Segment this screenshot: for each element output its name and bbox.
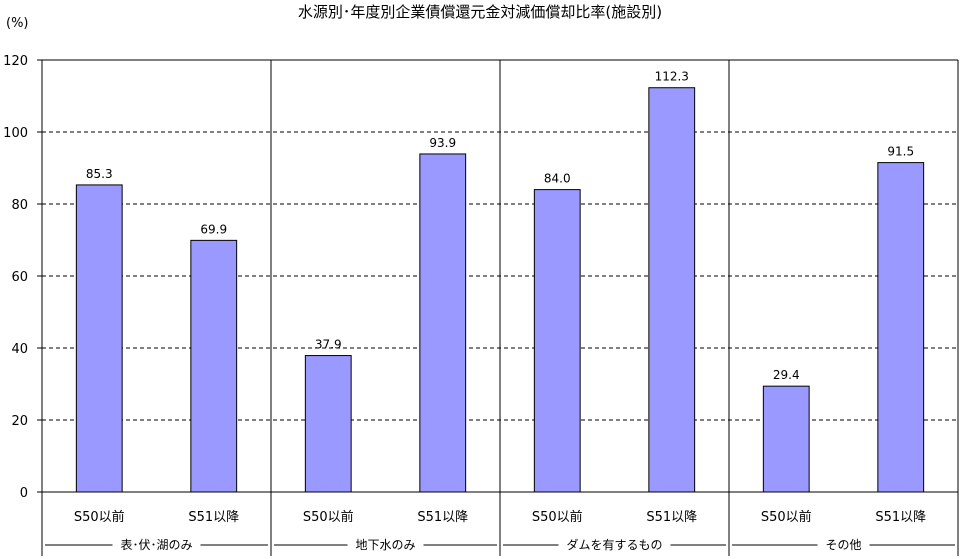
x-category-label: S51以降 [417, 510, 468, 525]
group-label: 地下水のみ [355, 538, 415, 552]
bar [877, 162, 925, 493]
x-category-label: S51以降 [646, 510, 697, 525]
group-label: ダムを有するもの [566, 537, 662, 552]
data-label: 37.9 [315, 338, 342, 352]
x-category-label: S50以前 [761, 509, 812, 525]
y-tick-label: 100 [3, 126, 28, 141]
x-category-label: S50以前 [74, 509, 125, 525]
bar [75, 184, 123, 493]
y-axis-unit: (%) [6, 16, 29, 31]
y-tick-label: 0 [20, 486, 28, 501]
data-label: 93.9 [429, 136, 456, 150]
bar [304, 355, 352, 493]
x-category-label: S51以降 [875, 510, 926, 525]
chart-title: 水源別･年度別企業債償還元金対減価償却比率(施設別) [298, 3, 662, 21]
x-category-label: S50以前 [532, 509, 583, 525]
bar [419, 153, 467, 493]
y-axis-ticks: 0 20 40 60 80 100 120 [3, 54, 28, 501]
axes [37, 59, 959, 556]
bars: 85.3 69.9 37.9 93.9 84.0 112.3 29.4 91.5 [75, 70, 925, 493]
group-label: 表･伏･湖のみ [120, 537, 192, 552]
data-label: 91.5 [887, 145, 914, 159]
y-tick-label: 80 [11, 198, 28, 213]
bar [648, 87, 696, 493]
group-label: その他 [825, 538, 861, 552]
bar [533, 189, 581, 493]
y-tick-label: 60 [11, 270, 28, 285]
data-label: 29.4 [773, 368, 800, 382]
bar [190, 239, 238, 493]
data-label: 84.0 [544, 172, 571, 186]
y-tick-label: 20 [11, 414, 28, 429]
data-label: 69.9 [200, 222, 227, 236]
data-label: 112.3 [655, 70, 689, 84]
x-category-label: S51以降 [188, 510, 239, 525]
y-tick-label: 120 [3, 54, 28, 69]
data-label: 85.3 [86, 167, 113, 181]
bar [762, 385, 810, 493]
y-tick-label: 40 [11, 342, 28, 357]
x-category-label: S50以前 [303, 509, 354, 525]
